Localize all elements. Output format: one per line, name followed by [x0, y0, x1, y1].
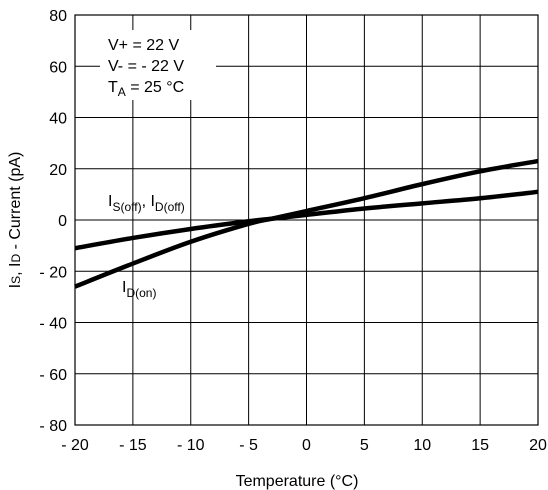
x-tick-label: 15 [471, 437, 489, 454]
series-group [74, 158, 539, 289]
series-label-on-sub1: D(on) [126, 286, 156, 300]
x-tick-label: 10 [413, 437, 431, 454]
y-axis-title: IS, ID - Current (pA) [7, 152, 24, 289]
conditions-box [100, 30, 216, 100]
y-tick-label: 0 [58, 213, 67, 230]
condition-temp-main: T [108, 79, 118, 96]
y-tick-label: 80 [49, 8, 67, 25]
y-title-b-sub: D [9, 254, 23, 263]
x-axis-title: Temperature (°C) [236, 473, 359, 490]
y-tick-label: 20 [49, 162, 67, 179]
y-title-sep: , I [7, 263, 24, 276]
y-title-a-sub: S [9, 276, 23, 284]
condition-vplus: V+ = 22 V [108, 37, 179, 54]
condition-temp-rest: = 25 °C [126, 79, 184, 96]
x-tick-label: 0 [302, 437, 311, 454]
x-tick-label: 5 [360, 437, 369, 454]
x-tick-label: - 20 [61, 437, 89, 454]
series-label-off-mid: , I [142, 193, 155, 210]
x-tick-label: - 15 [119, 437, 147, 454]
series-label-off-main: I [108, 193, 112, 210]
y-tick-label: 40 [49, 111, 67, 128]
condition-temp: TA = 25 °C [108, 79, 184, 99]
y-title-rest: - Current (pA) [7, 152, 24, 254]
series-label-on-main: I [122, 279, 126, 296]
x-tick-label: - 5 [239, 437, 258, 454]
y-title-a: I [7, 284, 24, 288]
series-label-off: IS(off), ID(off) [108, 193, 185, 214]
y-tick-label: - 60 [39, 367, 67, 384]
y-tick-label: - 80 [39, 418, 67, 435]
x-tick-label: - 10 [177, 437, 205, 454]
y-tick-label: - 40 [39, 316, 67, 333]
condition-temp-sub: A [118, 85, 126, 99]
series-label-on: ID(on) [122, 279, 156, 300]
x-tick-label: 20 [529, 437, 547, 454]
tick-labels: - 20 - 15 - 10 - 5 0 5 10 15 20 80 60 40 20 0 - 20 - 40… [39, 8, 547, 454]
condition-vminus: V- = - 22 V [108, 58, 184, 75]
y-tick-label: - 20 [39, 264, 67, 281]
y-tick-label: 60 [49, 59, 67, 76]
series-line-on [74, 158, 539, 289]
series-label-off-sub2: D(off) [155, 200, 185, 214]
plot-frame [74, 14, 539, 426]
series-label-off-sub1: S(off) [112, 200, 141, 214]
